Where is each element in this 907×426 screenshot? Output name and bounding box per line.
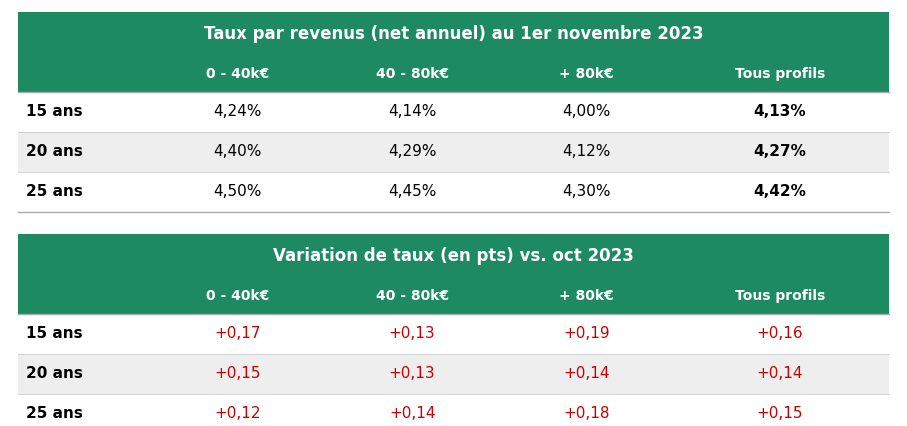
Text: 4,29%: 4,29% [388, 144, 436, 159]
Text: Tous profils: Tous profils [735, 289, 825, 303]
Text: 15 ans: 15 ans [26, 104, 83, 120]
Text: +0,16: +0,16 [756, 326, 804, 342]
Text: 4,30%: 4,30% [562, 184, 610, 199]
Text: +0,19: +0,19 [563, 326, 610, 342]
Text: 4,00%: 4,00% [562, 104, 610, 120]
Text: Taux par revenus (net annuel) au 1er novembre 2023: Taux par revenus (net annuel) au 1er nov… [204, 25, 703, 43]
Text: 25 ans: 25 ans [26, 406, 83, 421]
Text: +0,18: +0,18 [563, 406, 610, 421]
Bar [18, 132, 889, 172]
Text: 4,24%: 4,24% [214, 104, 262, 120]
Text: Tous profils: Tous profils [735, 67, 825, 81]
Text: 20 ans: 20 ans [26, 144, 83, 159]
Text: + 80k€: + 80k€ [559, 67, 614, 81]
Text: 0 - 40k€: 0 - 40k€ [206, 67, 269, 81]
Text: 15 ans: 15 ans [26, 326, 83, 342]
Bar [18, 354, 889, 394]
Text: 20 ans: 20 ans [26, 366, 83, 382]
Text: 40 - 80k€: 40 - 80k€ [375, 289, 449, 303]
Text: 4,14%: 4,14% [388, 104, 436, 120]
Bar [18, 278, 889, 314]
Text: 4,50%: 4,50% [214, 184, 262, 199]
Text: 4,12%: 4,12% [562, 144, 610, 159]
Bar [18, 12, 889, 56]
Text: +0,13: +0,13 [389, 326, 435, 342]
Text: +0,14: +0,14 [756, 366, 804, 382]
Text: +0,14: +0,14 [389, 406, 435, 421]
Text: 4,40%: 4,40% [214, 144, 262, 159]
Text: +0,15: +0,15 [215, 366, 261, 382]
Text: 40 - 80k€: 40 - 80k€ [375, 67, 449, 81]
Text: Variation de taux (en pts) vs. oct 2023: Variation de taux (en pts) vs. oct 2023 [273, 247, 634, 265]
Bar [18, 172, 889, 212]
Bar [18, 56, 889, 92]
Bar [18, 234, 889, 278]
Text: 0 - 40k€: 0 - 40k€ [206, 289, 269, 303]
Text: 4,42%: 4,42% [754, 184, 806, 199]
Text: 4,13%: 4,13% [754, 104, 806, 120]
Text: +0,15: +0,15 [756, 406, 804, 421]
Text: +0,14: +0,14 [563, 366, 610, 382]
Bar [18, 92, 889, 132]
Text: +0,17: +0,17 [215, 326, 261, 342]
Text: + 80k€: + 80k€ [559, 289, 614, 303]
Text: 4,45%: 4,45% [388, 184, 436, 199]
Text: 25 ans: 25 ans [26, 184, 83, 199]
Text: +0,13: +0,13 [389, 366, 435, 382]
Bar [18, 394, 889, 426]
Bar [18, 314, 889, 354]
Text: +0,12: +0,12 [215, 406, 261, 421]
Text: 4,27%: 4,27% [754, 144, 806, 159]
